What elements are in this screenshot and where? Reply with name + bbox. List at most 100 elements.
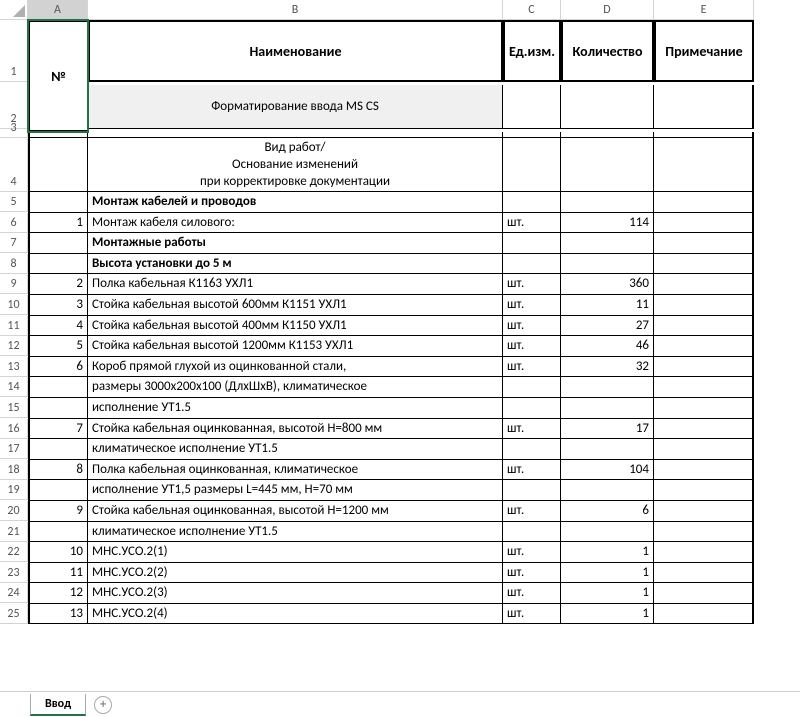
cell-a12[interactable]: 5 [28,336,88,357]
cell-c17[interactable] [503,439,561,460]
cell-e22[interactable] [654,542,754,563]
cell-a17[interactable] [28,439,88,460]
cell-e8[interactable] [654,254,754,275]
section-3[interactable]: Высота установки до 5 м [88,254,503,275]
row-header-1[interactable]: 1 [0,20,28,82]
cell-b21[interactable]: климатическое исполнение УТ1.5 [88,522,503,543]
row-header-7[interactable]: 7 [0,233,28,253]
cell-a21[interactable] [28,522,88,543]
row-header-4[interactable]: 4 [0,138,28,192]
cell-a16[interactable]: 7 [28,419,88,440]
cell-a23[interactable]: 11 [28,563,88,584]
work-type-cell[interactable]: Вид работ/ Основание изменений при корре… [88,138,503,192]
cell-b23[interactable]: МНС.УСО.2(2) [88,563,503,584]
cell-c9[interactable]: шт. [503,274,561,295]
row-header-15[interactable]: 15 [0,398,28,418]
cell-a19[interactable] [28,480,88,501]
cell-c6[interactable]: шт. [503,213,561,234]
col-header-e[interactable]: E [654,0,754,20]
cell-e2[interactable] [654,85,754,129]
cell-b9[interactable]: Полка кабельная К1163 УХЛ1 [88,274,503,295]
cell-e18[interactable] [654,460,754,481]
cell-e6[interactable] [654,213,754,234]
cell-e4[interactable] [654,138,754,192]
cell-d6[interactable]: 114 [561,213,654,234]
cell-d16[interactable]: 17 [561,419,654,440]
cell-b22[interactable]: МНС.УСО.2(1) [88,542,503,563]
row-header-18[interactable]: 18 [0,460,28,480]
cell-e20[interactable] [654,501,754,522]
header-qty[interactable]: Количество [561,20,654,82]
row-header-11[interactable]: 11 [0,316,28,336]
format-row-label[interactable]: Форматирование ввода MS CS [88,85,503,129]
cell-d2[interactable] [561,85,654,129]
cell-c4[interactable] [503,138,561,192]
row-header-22[interactable]: 22 [0,542,28,562]
cell-d17[interactable] [561,439,654,460]
cell-b17[interactable]: климатическое исполнение УТ1.5 [88,439,503,460]
cell-d4[interactable] [561,138,654,192]
cell-c25[interactable]: шт. [503,604,561,625]
cell-c12[interactable]: шт. [503,336,561,357]
cell-e12[interactable] [654,336,754,357]
header-note[interactable]: Примечание [654,20,754,82]
cell-e17[interactable] [654,439,754,460]
cell-c15[interactable] [503,398,561,419]
cell-e9[interactable] [654,274,754,295]
cell-a4[interactable] [28,138,88,192]
cell-e11[interactable] [654,316,754,337]
cell-e10[interactable] [654,295,754,316]
col-header-c[interactable]: C [503,0,561,20]
cell-e24[interactable] [654,583,754,604]
row-header-19[interactable]: 19 [0,480,28,500]
cell-a13[interactable]: 6 [28,357,88,378]
cell-d22[interactable]: 1 [561,542,654,563]
cell-b12[interactable]: Стойка кабельная высотой 1200мм К1153 УХ… [88,336,503,357]
cell-c2[interactable] [503,85,561,129]
section-2[interactable]: Монтажные работы [88,233,503,254]
row-header-20[interactable]: 20 [0,501,28,521]
cell-c24[interactable]: шт. [503,583,561,604]
cell-c22[interactable]: шт. [503,542,561,563]
cell-d7[interactable] [561,233,654,254]
cell-b13[interactable]: Короб прямой глухой из оцинкованной стал… [88,357,503,378]
select-all-corner[interactable] [0,0,28,20]
cell-c16[interactable]: шт. [503,419,561,440]
cell-a20[interactable]: 9 [28,501,88,522]
cell-a25[interactable]: 13 [28,604,88,625]
col-header-a[interactable]: A [28,0,88,20]
add-sheet-button[interactable]: + [94,696,112,714]
cell-d14[interactable] [561,377,654,398]
cell-c14[interactable] [503,377,561,398]
cell-a10[interactable]: 3 [28,295,88,316]
row-header-17[interactable]: 17 [0,439,28,459]
cell-a15[interactable] [28,398,88,419]
section-1[interactable]: Монтаж кабелей и проводов [88,192,503,213]
cell-e16[interactable] [654,419,754,440]
cell-e15[interactable] [654,398,754,419]
cell-d5[interactable] [561,192,654,213]
cell-b10[interactable]: Стойка кабельная высотой 600мм К1151 УХЛ… [88,295,503,316]
cell-c21[interactable] [503,522,561,543]
cell-a24[interactable]: 12 [28,583,88,604]
cell-e21[interactable] [654,522,754,543]
cell-e5[interactable] [654,192,754,213]
cell-c8[interactable] [503,254,561,275]
cell-d9[interactable]: 360 [561,274,654,295]
row-header-6[interactable]: 6 [0,213,28,233]
cell-c10[interactable]: шт. [503,295,561,316]
cell-e19[interactable] [654,480,754,501]
row-header-12[interactable]: 12 [0,336,28,356]
cell-a11[interactable]: 4 [28,316,88,337]
cell-d12[interactable]: 46 [561,336,654,357]
cell-d21[interactable] [561,522,654,543]
sheet-tab-active[interactable]: Ввод [30,694,86,716]
cell-a6[interactable]: 1 [28,213,88,234]
row-header-8[interactable]: 8 [0,254,28,274]
col-header-b[interactable]: B [88,0,503,20]
row-header-5[interactable]: 5 [0,192,28,212]
cell-b19[interactable]: исполнение УТ1,5 размеры L=445 мм, Н=70 … [88,480,503,501]
header-name[interactable]: Наименование [88,20,503,82]
cell-a1-merged[interactable]: № [28,20,88,132]
cell-b15[interactable]: исполнение УТ1.5 [88,398,503,419]
